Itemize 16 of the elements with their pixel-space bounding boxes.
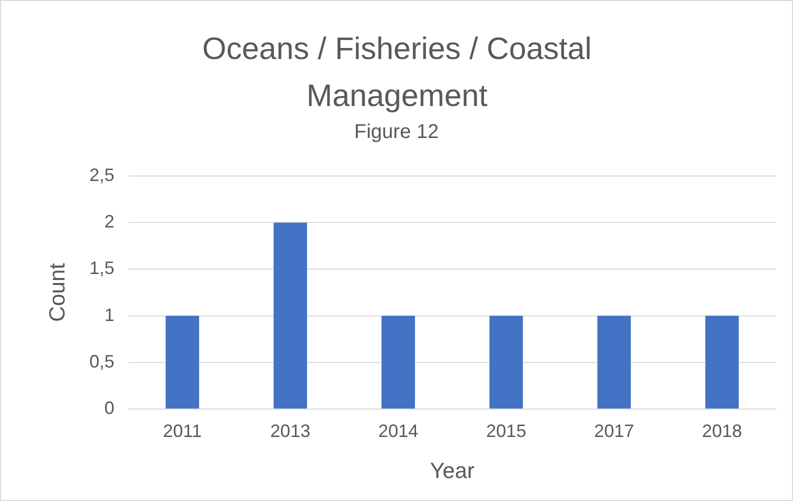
y-tick-label: 1	[104, 304, 114, 325]
y-tick-label: 2,5	[89, 164, 114, 185]
chart-subtitle: Figure 12	[353, 121, 440, 144]
x-axis-title: Year	[430, 458, 474, 483]
x-tick-label: 2014	[378, 420, 418, 441]
x-tick-label: 2015	[486, 420, 526, 441]
x-tick-label: 2018	[702, 420, 742, 441]
y-tick-label: 0,5	[89, 351, 114, 372]
y-tick-label: 0	[104, 398, 114, 418]
x-tick-label: 2013	[270, 420, 310, 441]
chart-title: Oceans / Fisheries / Coastal Management	[201, 30, 593, 115]
y-tick-label: 1,5	[89, 258, 114, 278]
x-tick-label: 2017	[594, 420, 634, 441]
y-axis-title: Count	[44, 263, 70, 322]
y-tick-label: 2	[104, 212, 114, 232]
x-tick-label: 2011	[163, 420, 202, 441]
